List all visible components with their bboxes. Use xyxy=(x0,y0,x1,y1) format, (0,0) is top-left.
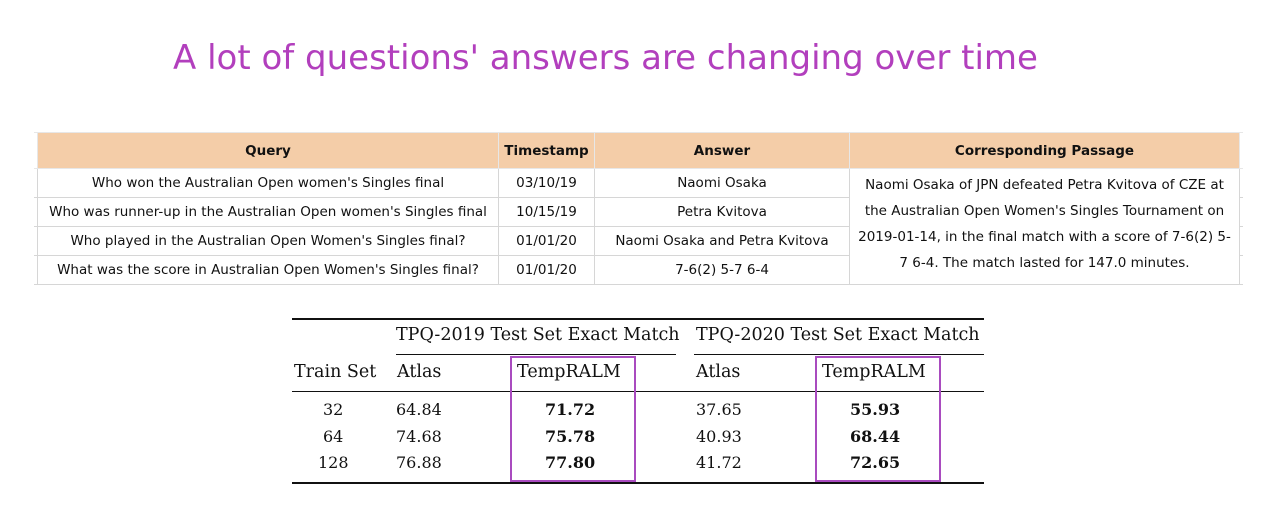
header-timestamp: Timestamp xyxy=(498,132,595,169)
top-rule xyxy=(292,318,984,320)
table-row: Who was runner-up in the Australian Open… xyxy=(34,197,1243,227)
atlas-2020-cell: 41.72 xyxy=(696,453,742,472)
tempralm-2020-cell: 68.44 xyxy=(850,427,901,446)
atlas-2020-cell: 37.65 xyxy=(696,400,742,419)
passage-cell: Naomi Osaka of JPN defeated Petra Kvitov… xyxy=(849,168,1240,285)
header-query: Query xyxy=(37,132,499,169)
tempralm-2020-highlight xyxy=(815,356,941,482)
bottom-rule xyxy=(292,482,984,484)
mid-rule xyxy=(292,391,984,392)
edge-cell xyxy=(1239,226,1243,256)
query-cell: Who won the Australian Open women's Sing… xyxy=(37,168,499,198)
query-cell: Who played in the Australian Open Women'… xyxy=(37,226,499,256)
timestamp-cell: 01/01/20 xyxy=(498,226,595,256)
timestamp-cell: 03/10/19 xyxy=(498,168,595,198)
query-cell: What was the score in Australian Open Wo… xyxy=(37,255,499,285)
edge-cell xyxy=(1239,132,1243,169)
col-tempralm-2019: TempRALM xyxy=(517,362,621,382)
col-tempralm-2020: TempRALM xyxy=(822,362,926,382)
query-cell: Who was runner-up in the Australian Open… xyxy=(37,197,499,227)
tempralm-2020-cell: 55.93 xyxy=(850,400,901,419)
train-set-cell: 64 xyxy=(323,427,344,446)
table-row: Who played in the Australian Open Women'… xyxy=(34,226,1243,256)
atlas-2019-cell: 64.84 xyxy=(396,400,442,419)
edge-cell xyxy=(1239,197,1243,227)
qa-table: Query Timestamp Answer Corresponding Pas… xyxy=(34,132,1243,285)
table-row: Who won the Australian Open women's Sing… xyxy=(34,168,1243,285)
header-passage: Corresponding Passage xyxy=(849,132,1240,169)
answer-cell: 7-6(2) 5-7 6-4 xyxy=(594,255,850,285)
tempralm-2019-cell: 75.78 xyxy=(545,427,596,446)
atlas-2019-cell: 74.68 xyxy=(396,427,442,446)
group-rule-2020 xyxy=(694,354,984,355)
atlas-2019-cell: 76.88 xyxy=(396,453,442,472)
timestamp-cell: 01/01/20 xyxy=(498,255,595,285)
answer-cell: Petra Kvitova xyxy=(594,197,850,227)
tempralm-2019-highlight xyxy=(510,356,636,482)
timestamp-cell: 10/15/19 xyxy=(498,197,595,227)
col-train-set: Train Set xyxy=(294,362,377,382)
atlas-2020-cell: 40.93 xyxy=(696,427,742,446)
col-atlas-2020: Atlas xyxy=(696,362,741,382)
edge-cell xyxy=(34,255,38,285)
train-set-cell: 128 xyxy=(318,453,349,472)
header-answer: Answer xyxy=(594,132,850,169)
tempralm-2020-cell: 72.65 xyxy=(850,453,901,472)
edge-cell xyxy=(1239,168,1243,198)
group-rule-2019 xyxy=(396,354,676,355)
slide-title: A lot of questions' answers are changing… xyxy=(173,38,1038,78)
table-row: What was the score in Australian Open Wo… xyxy=(34,255,1243,285)
answer-cell: Naomi Osaka xyxy=(594,168,850,198)
results-table: TPQ-2019 Test Set Exact Match TPQ-2020 T… xyxy=(292,318,984,484)
answer-cell: Naomi Osaka and Petra Kvitova xyxy=(594,226,850,256)
train-set-cell: 32 xyxy=(323,400,344,419)
group-header-2020: TPQ-2020 Test Set Exact Match xyxy=(696,325,980,345)
edge-cell xyxy=(1239,255,1243,285)
tempralm-2019-cell: 71.72 xyxy=(545,400,596,419)
tempralm-2019-cell: 77.80 xyxy=(545,453,596,472)
group-header-2019: TPQ-2019 Test Set Exact Match xyxy=(396,325,680,345)
col-atlas-2019: Atlas xyxy=(397,362,442,382)
qa-table-header-row: Query Timestamp Answer Corresponding Pas… xyxy=(34,132,1243,169)
